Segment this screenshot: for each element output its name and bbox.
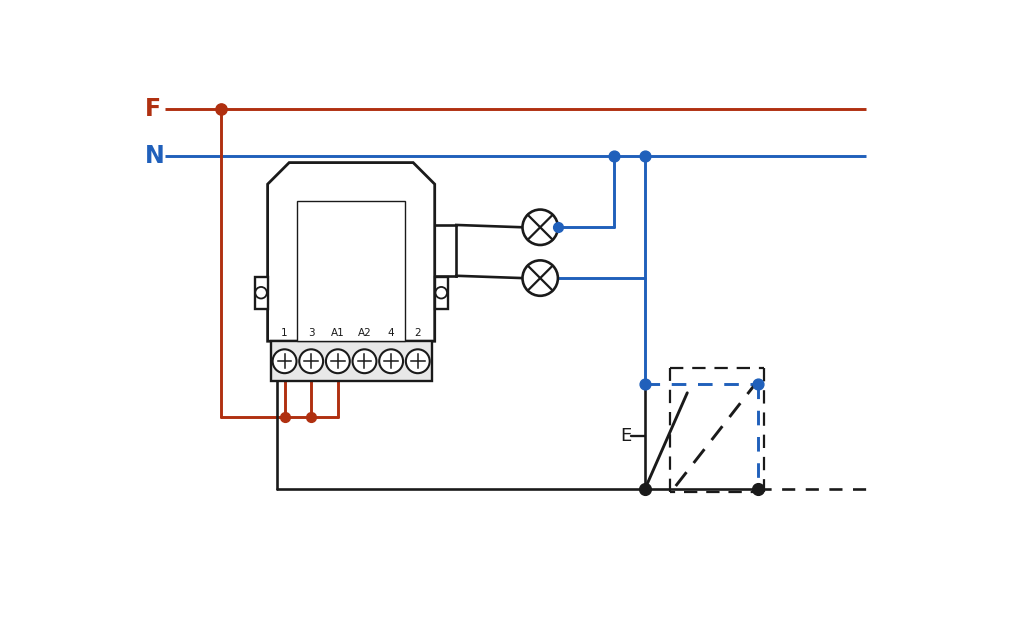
Text: N: N bbox=[144, 144, 164, 168]
Point bbox=[637, 152, 653, 162]
Text: 3: 3 bbox=[308, 328, 314, 338]
Bar bbox=[255, 276, 267, 309]
Point bbox=[606, 152, 623, 162]
Circle shape bbox=[406, 349, 430, 373]
Point bbox=[213, 104, 229, 114]
Circle shape bbox=[379, 349, 403, 373]
Polygon shape bbox=[267, 163, 435, 341]
Circle shape bbox=[435, 287, 447, 299]
Circle shape bbox=[326, 349, 350, 373]
Bar bbox=[435, 276, 447, 309]
Point bbox=[303, 412, 319, 421]
Point bbox=[637, 484, 653, 494]
Text: 2: 2 bbox=[415, 328, 421, 338]
Circle shape bbox=[522, 210, 558, 245]
Text: 1: 1 bbox=[282, 328, 288, 338]
Circle shape bbox=[255, 287, 267, 299]
Point bbox=[750, 379, 766, 389]
Text: 4: 4 bbox=[388, 328, 394, 338]
Circle shape bbox=[522, 260, 558, 296]
Text: A2: A2 bbox=[357, 328, 372, 338]
Point bbox=[550, 222, 566, 232]
Point bbox=[637, 379, 653, 389]
Bar bbox=[297, 201, 406, 341]
Point bbox=[750, 484, 766, 494]
Text: A1: A1 bbox=[331, 328, 345, 338]
Point bbox=[276, 412, 293, 421]
Circle shape bbox=[352, 349, 377, 373]
Circle shape bbox=[299, 349, 324, 373]
Text: E: E bbox=[620, 428, 631, 445]
Text: F: F bbox=[144, 97, 161, 121]
Circle shape bbox=[272, 349, 297, 373]
Bar bbox=[270, 341, 432, 381]
